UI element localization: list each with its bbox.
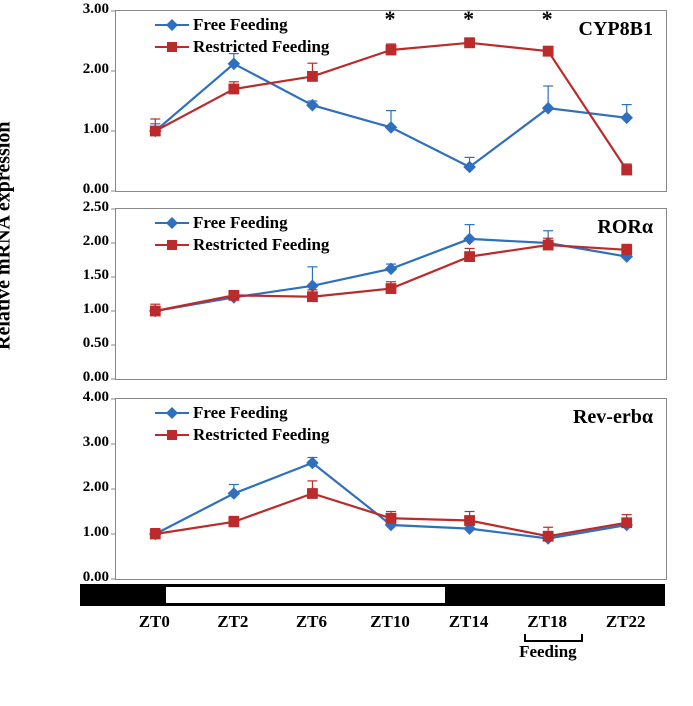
diamond-icon [166, 407, 178, 419]
square-icon [166, 239, 178, 251]
legend-label: Free Feeding [193, 213, 288, 233]
legend: Free Feeding Restricted Feeding [155, 402, 329, 446]
legend-item-restricted: Restricted Feeding [155, 424, 329, 446]
legend-label: Free Feeding [193, 15, 288, 35]
light-dark-bar [80, 584, 665, 606]
legend-label: Restricted Feeding [193, 37, 329, 57]
x-tick-label: ZT6 [296, 612, 327, 632]
significance-marker: * [463, 6, 474, 32]
panel-title: Rev-erbα [573, 406, 653, 429]
legend-item-restricted: Restricted Feeding [155, 36, 329, 58]
legend-item-restricted: Restricted Feeding [155, 234, 329, 256]
feeding-label: Feeding [519, 642, 577, 662]
legend-label: Restricted Feeding [193, 425, 329, 445]
y-tick-label: 0.00 [67, 369, 109, 386]
legend-item-free: Free Feeding [155, 14, 329, 36]
y-tick-label: 2.00 [67, 479, 109, 496]
legend-item-free: Free Feeding [155, 212, 329, 234]
square-icon [166, 429, 178, 441]
x-tick-label: ZT2 [217, 612, 248, 632]
y-tick-label: 2.50 [67, 199, 109, 216]
y-tick-label: 2.00 [67, 233, 109, 250]
diamond-icon [166, 19, 178, 31]
x-tick-label: ZT14 [449, 612, 489, 632]
legend-label: Restricted Feeding [193, 235, 329, 255]
feeding-bracket [524, 634, 583, 642]
x-tick-label: ZT10 [370, 612, 410, 632]
legend: Free Feeding Restricted Feeding [155, 14, 329, 58]
significance-marker: * [542, 6, 553, 32]
y-tick-label: 1.00 [67, 301, 109, 318]
significance-marker: * [385, 6, 396, 32]
y-tick-label: 1.00 [67, 121, 109, 138]
y-tick-label: 3.00 [67, 434, 109, 451]
x-tick-label: ZT18 [527, 612, 567, 632]
y-axis-label: Relative mRNA expression [0, 122, 16, 351]
light-phase [166, 587, 445, 603]
legend-item-free: Free Feeding [155, 402, 329, 424]
y-tick-label: 0.50 [67, 335, 109, 352]
x-tick-label: ZT22 [606, 612, 646, 632]
legend-label: Free Feeding [193, 403, 288, 423]
square-icon [166, 41, 178, 53]
y-tick-label: 2.00 [67, 61, 109, 78]
diamond-icon [166, 217, 178, 229]
y-tick-label: 4.00 [67, 389, 109, 406]
x-tick-label: ZT0 [139, 612, 170, 632]
y-tick-label: 3.00 [67, 1, 109, 18]
y-tick-label: 0.00 [67, 181, 109, 198]
panel-title: RORα [597, 216, 653, 239]
y-tick-label: 1.00 [67, 524, 109, 541]
y-tick-label: 1.50 [67, 267, 109, 284]
legend: Free Feeding Restricted Feeding [155, 212, 329, 256]
panel-title: CYP8B1 [579, 18, 653, 41]
